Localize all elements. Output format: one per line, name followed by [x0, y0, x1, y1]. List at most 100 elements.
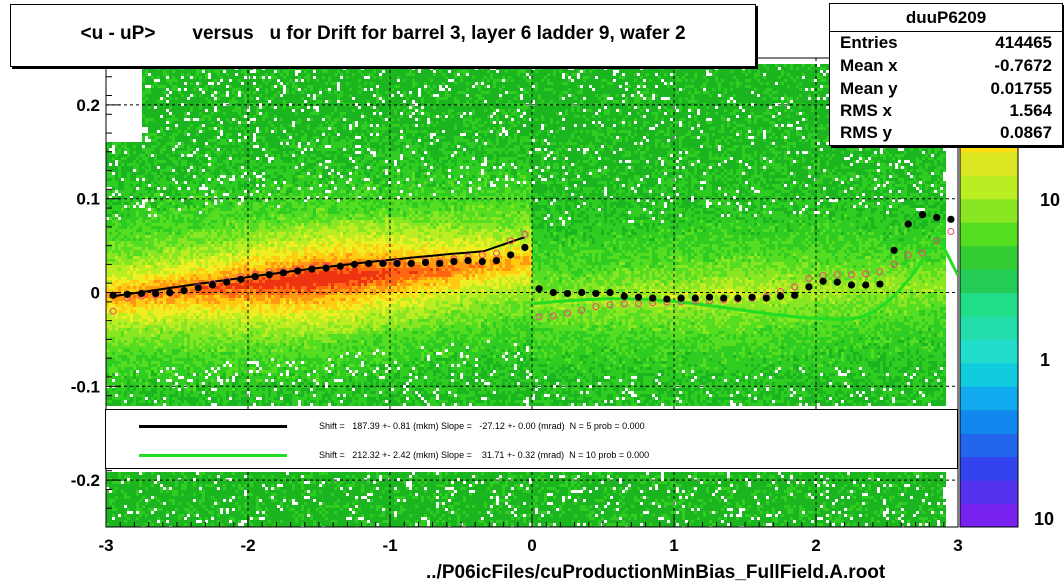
- profile-solid-point-52: [848, 281, 855, 288]
- profile-solid-point-54: [876, 280, 883, 287]
- profile-solid-point-56: [905, 220, 912, 227]
- profile-solid-point-32: [564, 290, 571, 297]
- profile-solid-point-2: [138, 290, 145, 297]
- x-tick-label-2: -1: [382, 536, 397, 555]
- profile-solid-point-59: [947, 216, 954, 223]
- profile-solid-point-57: [919, 211, 926, 218]
- profile-solid-point-39: [663, 295, 670, 302]
- profile-solid-point-34: [592, 290, 599, 297]
- profile-solid-point-31: [550, 289, 557, 296]
- profile-solid-point-10: [252, 273, 259, 280]
- y-tick-label-2: 0: [91, 284, 100, 303]
- color-scale-band-15: [960, 152, 1018, 176]
- profile-solid-point-12: [280, 269, 287, 276]
- profile-solid-point-27: [493, 257, 500, 264]
- profile-solid-point-20: [394, 260, 401, 267]
- stats-name: duuP6209: [830, 8, 1062, 28]
- profile-solid-point-41: [692, 295, 699, 302]
- profile-solid-point-16: [337, 263, 344, 270]
- profile-solid-point-33: [578, 289, 585, 296]
- profile-solid-point-1: [124, 291, 131, 298]
- stats-row-mean-y: Mean y 0.01755: [840, 79, 1052, 101]
- fit-legend-line-green: [139, 454, 287, 457]
- color-scale-band-4: [960, 410, 1018, 434]
- color-scale-band-8: [960, 316, 1018, 340]
- profile-solid-point-47: [777, 293, 784, 300]
- stats-row-entries: Entries 414465: [840, 33, 1052, 55]
- fit-legend-line-black: [139, 425, 287, 428]
- profile-solid-point-21: [408, 260, 415, 267]
- profile-open-point-59: [948, 229, 954, 235]
- profile-solid-point-55: [891, 247, 898, 254]
- profile-solid-point-8: [223, 279, 230, 286]
- footer-filename: ../P06icFiles/cuProductionMinBias_FullFi…: [426, 562, 885, 584]
- z-tick-label-2: 10: [1034, 509, 1054, 529]
- profile-solid-point-26: [479, 258, 486, 265]
- chart-title: <u - uP> versus u for Drift for barrel 3…: [11, 23, 755, 45]
- profile-solid-point-4: [166, 289, 173, 296]
- profile-solid-point-14: [308, 265, 315, 272]
- profile-solid-point-15: [323, 265, 330, 272]
- profile-solid-point-49: [805, 283, 812, 290]
- color-scale-band-12: [960, 222, 1018, 246]
- color-scale-band-11: [960, 246, 1018, 270]
- color-scale-band-3: [960, 433, 1018, 457]
- stats-box: duuP6209 Entries 414465 Mean x -0.7672 Mea…: [829, 3, 1063, 146]
- stats-row-rms-y: RMS y 0.0867: [840, 123, 1052, 145]
- profile-solid-point-37: [635, 294, 642, 301]
- color-scale-band-2: [960, 457, 1018, 481]
- profile-solid-point-51: [834, 279, 841, 286]
- color-scale-band-10: [960, 269, 1018, 293]
- profile-solid-point-38: [649, 295, 656, 302]
- profile-solid-point-6: [195, 284, 202, 291]
- profile-solid-point-29: [521, 244, 528, 251]
- profile-solid-point-42: [706, 294, 713, 301]
- profile-solid-point-50: [820, 278, 827, 285]
- color-scale-band-1: [960, 480, 1018, 504]
- profile-solid-point-22: [422, 259, 429, 266]
- profile-solid-point-3: [152, 290, 159, 297]
- profile-solid-point-36: [621, 293, 628, 300]
- profile-solid-point-58: [933, 214, 940, 221]
- profile-solid-point-48: [791, 292, 798, 299]
- profile-solid-point-13: [294, 267, 301, 274]
- profile-solid-point-45: [749, 294, 756, 301]
- fit-legend-text-black: Shift = 187.39 +- 0.81 (mkm) Slope = -27…: [319, 421, 645, 431]
- profile-solid-point-9: [237, 276, 244, 283]
- x-tick-label-0: -3: [98, 536, 113, 555]
- color-scale-band-14: [960, 175, 1018, 199]
- stats-row-mean-x: Mean x -0.7672: [840, 56, 1052, 78]
- x-tick-label-3: 0: [527, 536, 536, 555]
- profile-solid-point-5: [181, 287, 188, 294]
- color-scale-band-6: [960, 363, 1018, 387]
- profile-solid-point-30: [536, 285, 543, 292]
- color-scale-band-9: [960, 293, 1018, 317]
- color-scale-band-5: [960, 386, 1018, 410]
- profile-solid-point-46: [763, 295, 770, 302]
- profile-solid-point-44: [734, 295, 741, 302]
- profile-solid-point-35: [607, 289, 614, 296]
- profile-solid-point-19: [379, 260, 386, 267]
- profile-solid-point-24: [450, 258, 457, 265]
- profile-solid-point-0: [110, 292, 117, 299]
- stats-separator: [830, 31, 1062, 32]
- z-tick-label-0: 10: [1040, 190, 1060, 210]
- profile-solid-point-7: [209, 281, 216, 288]
- profile-solid-point-23: [436, 260, 443, 267]
- y-tick-label-3: 0.1: [76, 190, 100, 209]
- y-tick-label-4: 0.2: [76, 96, 100, 115]
- profile-solid-point-43: [720, 295, 727, 302]
- color-scale-band-13: [960, 199, 1018, 223]
- title-box: <u - uP> versus u for Drift for barrel 3…: [10, 4, 756, 67]
- profile-solid-point-53: [862, 281, 869, 288]
- fit-legend: Shift = 187.39 +- 0.81 (mkm) Slope = -27…: [105, 409, 958, 469]
- profile-solid-point-25: [465, 257, 472, 264]
- color-scale-band-7: [960, 339, 1018, 363]
- x-tick-label-4: 1: [669, 536, 678, 555]
- x-tick-label-1: -2: [240, 536, 255, 555]
- profile-solid-point-28: [507, 251, 514, 258]
- y-tick-label-1: -0.1: [71, 377, 100, 396]
- profile-solid-point-17: [351, 261, 358, 268]
- fit-legend-text-green: Shift = 212.32 +- 2.42 (mkm) Slope = 31.…: [319, 450, 649, 460]
- stats-row-rms-x: RMS x 1.564: [840, 101, 1052, 123]
